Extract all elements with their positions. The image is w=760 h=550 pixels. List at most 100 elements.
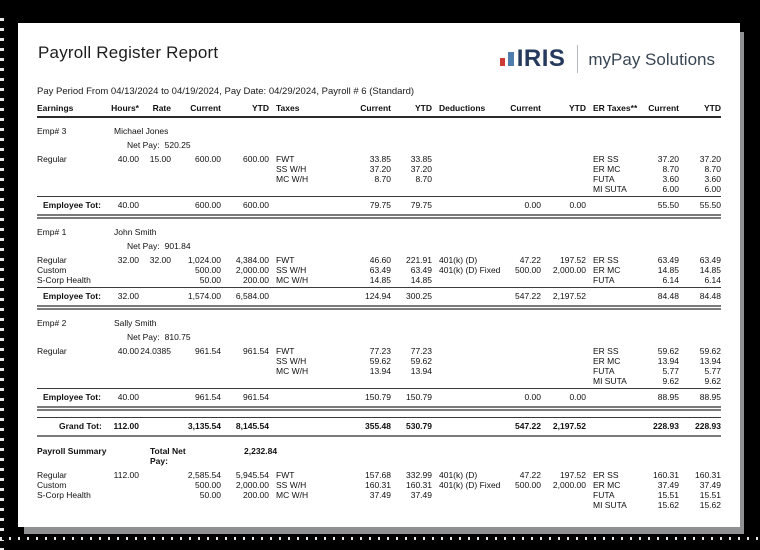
cell-er_tax_label: FUTA: [593, 275, 615, 285]
detail-row: Regular 32.00 32.00 1,024.00 4,384.00 FWT 46.6…: [37, 255, 721, 265]
cell-tax_label: SS W/H: [276, 164, 307, 174]
employee-number-label: Emp# 1: [37, 227, 67, 237]
cell-deduction_label: [432, 421, 506, 431]
cell-er_tax_label: FUTA: [593, 490, 615, 500]
header-ytd: YTD: [252, 103, 269, 113]
cell-current: 500.00: [195, 480, 221, 490]
cell-deduction_current: [506, 164, 541, 174]
total-net-pay-label: Total Net Pay:: [150, 446, 186, 466]
cell-tax_label: [269, 500, 345, 510]
cell-er_tax_label: ER SS: [593, 346, 619, 356]
cell-current: [171, 174, 221, 184]
cell-tax_label: [269, 392, 345, 402]
cell-current: [171, 164, 221, 174]
cell-deduction_label: [432, 154, 506, 164]
cell-er_tax_label: ER MC: [593, 265, 621, 275]
cell-hours: [105, 265, 139, 275]
cell-er_tax_ytd: 13.94: [699, 356, 721, 366]
cell-ytd: 200.00: [243, 275, 269, 285]
cell-current: 600.00: [195, 154, 221, 164]
cell-tax_label: [269, 184, 345, 194]
cell-deduction_ytd: [541, 174, 586, 184]
cell-current: 1,574.00: [187, 291, 221, 301]
cell-rate: [139, 174, 171, 184]
cell-tax_current: [345, 376, 391, 386]
table-body: Emp# 3 Michael Jones Net Pay: 520.25 Regular…: [37, 126, 721, 527]
detail-row: SS W/H 59.62 59.62 ER MC 13.94 13.94: [37, 356, 721, 366]
cell-tax_ytd: 14.85: [410, 275, 432, 285]
cell-deduction_label: 401(k) (D): [439, 255, 478, 265]
cell-deduction_ytd: 2,197.52: [552, 291, 586, 301]
net-pay-label: Net Pay:: [127, 241, 160, 251]
cell-earnings_label: [37, 164, 105, 174]
cell-er_tax_current: 160.31: [653, 470, 679, 480]
cell-er_tax_label: ER SS: [593, 470, 619, 480]
cell-er_tax_label: MI SUTA: [593, 376, 627, 386]
cell-er_tax_ytd: 55.50: [699, 200, 721, 210]
cell-tax_ytd: 150.79: [406, 392, 432, 402]
cell-tax_label: FWT: [276, 346, 295, 356]
logo-brand-text: IRIS: [516, 45, 566, 72]
cell-tax_current: 46.60: [369, 255, 391, 265]
cell-er_tax_current: 84.48: [657, 291, 679, 301]
cell-hours: [105, 184, 139, 194]
cell-tax_ytd: 79.75: [410, 200, 432, 210]
cell-deduction_label: [432, 376, 506, 386]
detail-row: S-Corp Health 50.00 200.00 MC W/H 14.85 14.85…: [37, 275, 721, 285]
table-header-row: Earnings Hours* Rate Current YTD Taxes Current…: [37, 103, 721, 118]
detail-row: MC W/H 13.94 13.94 FUTA 5.77 5.77: [37, 366, 721, 376]
header-deduction_current: Current: [510, 103, 541, 113]
cell-rate: [139, 184, 171, 194]
cell-er_tax_label: ER MC: [593, 480, 621, 490]
detail-row: Regular 40.00 15.00 600.00 600.00 FWT 33.85 33.…: [37, 154, 721, 164]
cell-er_tax_current: 37.49: [657, 480, 679, 490]
cell-deduction_ytd: 2,000.00: [552, 265, 586, 275]
cell-ytd: 2,000.00: [235, 265, 269, 275]
cell-tax_ytd: 37.20: [410, 164, 432, 174]
cell-deduction_current: [506, 174, 541, 184]
cell-er_tax_ytd: 14.85: [699, 265, 721, 275]
header-deduction_ytd: YTD: [569, 103, 586, 113]
cell-er_tax_current: 228.93: [653, 421, 679, 431]
cell-deduction_current: [506, 500, 541, 510]
cell-deduction_label: 401(k) (D) Fixed: [439, 480, 501, 490]
header-er_tax_ytd: YTD: [704, 103, 721, 113]
cell-tax_label: SS W/H: [276, 265, 307, 275]
employee-name: Michael Jones: [114, 126, 169, 136]
employee-total-row: Employee Tot: 40.00 961.54 961.54 150.79 150.…: [37, 388, 721, 404]
cell-deduction_label: [432, 490, 506, 500]
cell-rate: [139, 421, 171, 431]
section-divider: [37, 214, 721, 219]
employee-name: John Smith: [114, 227, 157, 237]
cell-deduction_current: [506, 366, 541, 376]
cell-tax_ytd: 8.70: [415, 174, 432, 184]
cell-rate: 24.0385: [140, 346, 171, 356]
cell-current: [171, 500, 221, 510]
employee-net-pay: Net Pay: 901.84: [37, 241, 721, 251]
payroll-table: Earnings Hours* Rate Current YTD Taxes Current…: [37, 103, 721, 527]
cell-hours: [105, 500, 139, 510]
cell-ytd: [221, 376, 269, 386]
cell-deduction_label: [432, 184, 506, 194]
cell-er_tax_ytd: 8.70: [704, 164, 721, 174]
cell-er_tax_ytd: 84.48: [699, 291, 721, 301]
cell-hours: 112.00: [113, 470, 139, 480]
header-earnings_label: Earnings: [37, 103, 74, 113]
cell-deduction_label: [432, 164, 506, 174]
report-header: Payroll Register Report IRIS myPay Solut…: [37, 43, 721, 73]
cell-tax_label: MC W/H: [276, 275, 309, 285]
cell-er_tax_label: FUTA: [593, 366, 615, 376]
cell-deduction_label: [432, 356, 506, 366]
cell-er_tax_label: ER MC: [593, 164, 621, 174]
net-pay-value: 901.84: [164, 241, 191, 251]
employee-header: Emp# 1 John Smith: [37, 227, 721, 237]
cell-er_tax_current: 5.77: [662, 366, 679, 376]
cell-tax_label: MC W/H: [276, 366, 309, 376]
cell-er_tax_current: 13.94: [657, 356, 679, 366]
cell-deduction_label: [432, 346, 506, 356]
cell-er_tax_label: ER SS: [593, 255, 619, 265]
cell-hours: 112.00: [113, 421, 139, 431]
cell-deduction_ytd: [541, 164, 586, 174]
cell-earnings_label: [37, 174, 105, 184]
cell-ytd: 200.00: [243, 490, 269, 500]
